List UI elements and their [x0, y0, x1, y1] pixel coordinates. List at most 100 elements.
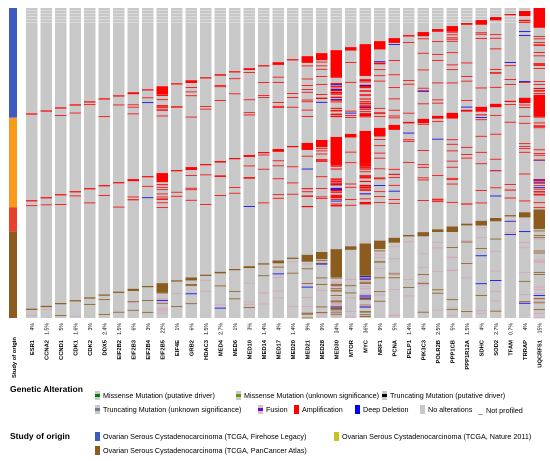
sample-separator	[84, 10, 96, 11]
track-med21	[301, 8, 313, 319]
gene-percentage-polr2b: 2.5%	[436, 323, 442, 335]
alteration-event	[316, 289, 328, 291]
alteration-event	[272, 107, 284, 108]
alteration-amplification	[374, 240, 386, 250]
alteration-event	[156, 207, 168, 209]
alteration-event	[330, 297, 342, 299]
sample-separator	[258, 13, 270, 14]
sample-separator	[504, 22, 516, 23]
alteration-event	[519, 151, 531, 153]
alteration-event	[330, 313, 342, 315]
origin-firehose-segment	[9, 8, 17, 118]
alteration-event	[359, 79, 371, 81]
alteration-amplification	[388, 237, 400, 243]
gene-percentage-ccnd1: 5%	[59, 323, 65, 331]
alteration-amplification	[287, 257, 299, 259]
alteration-event	[490, 133, 502, 135]
alteration-event	[330, 205, 342, 207]
alteration-event	[287, 305, 299, 307]
gene-label-eif2b3: EIF2B3	[131, 339, 137, 359]
alteration-event	[26, 205, 38, 207]
gene-label-eif2b5: EIF2B5	[160, 339, 166, 359]
alteration-amplification	[243, 266, 255, 269]
alteration-event	[388, 190, 400, 192]
alteration-event	[490, 310, 502, 312]
alteration-event	[359, 306, 371, 308]
alteration-event	[388, 202, 400, 204]
legend-label: Deep Deletion	[363, 405, 409, 414]
alteration-event	[330, 178, 342, 180]
sample-separator	[301, 13, 313, 14]
alteration-event	[330, 184, 342, 186]
alteration-event	[345, 112, 357, 114]
alteration-event	[417, 123, 429, 125]
alteration-event	[519, 35, 531, 36]
alteration-event	[446, 183, 458, 185]
alteration-event	[229, 186, 241, 188]
alteration-event	[446, 309, 458, 311]
sample-separator	[171, 19, 183, 20]
alteration-amplification	[287, 145, 299, 148]
alteration-event	[301, 116, 313, 117]
alteration-event	[345, 316, 357, 318]
legend-swatch	[420, 405, 425, 414]
alteration-event	[229, 93, 241, 95]
track-polr2b	[432, 8, 444, 318]
alteration-event	[475, 237, 487, 239]
alteration-event	[504, 79, 516, 80]
gene-label-ppp1r12a: PPP1R12A	[465, 339, 471, 369]
alteration-event	[446, 150, 458, 152]
alteration-event	[388, 258, 400, 260]
alteration-amplification	[142, 89, 154, 91]
alteration-event	[504, 62, 516, 63]
alteration-event	[156, 193, 168, 195]
alteration-event	[185, 189, 197, 191]
alteration-event	[374, 178, 386, 180]
alteration-event	[127, 113, 139, 115]
alteration-event	[330, 311, 342, 313]
alteration-event	[374, 152, 386, 154]
alteration-event	[417, 282, 429, 284]
alteration-event	[403, 42, 415, 43]
alteration-event	[374, 75, 386, 77]
alteration-event	[185, 95, 197, 97]
sample-separator	[200, 10, 212, 11]
alteration-event	[84, 303, 96, 305]
alteration-event	[359, 193, 371, 195]
alteration-event	[403, 161, 415, 163]
alteration-event	[359, 87, 371, 89]
alteration-event	[504, 220, 516, 222]
alteration-event	[345, 297, 357, 299]
alteration-event	[359, 177, 371, 179]
alteration-event	[229, 298, 241, 300]
alteration-amplification	[156, 173, 168, 183]
alteration-amplification	[127, 288, 139, 291]
alteration-amplification	[127, 179, 139, 182]
alteration-event	[287, 97, 299, 98]
alteration-event	[301, 195, 313, 197]
track-trrap	[519, 8, 531, 318]
alteration-event	[475, 227, 487, 229]
alteration-event	[359, 202, 371, 204]
alteration-event	[533, 44, 545, 46]
alteration-amplification	[26, 200, 38, 202]
alteration-event	[330, 88, 342, 90]
sample-separator	[113, 10, 125, 11]
gene-tracks	[26, 8, 545, 319]
alteration-event	[316, 188, 328, 189]
alteration-event	[519, 242, 531, 243]
sample-separator	[461, 13, 473, 14]
alteration-event	[345, 292, 357, 294]
gene-percentage-hdac3: 1.5%	[204, 323, 210, 335]
alteration-event	[345, 285, 357, 287]
alteration-event	[55, 315, 67, 316]
sample-separator	[301, 16, 313, 17]
track-ccnd1	[55, 8, 67, 318]
sample-separator	[185, 10, 197, 11]
alteration-amplification	[490, 103, 502, 108]
alteration-event	[359, 280, 371, 282]
alteration-event	[243, 206, 255, 207]
alteration-event	[330, 188, 342, 190]
sample-separator	[55, 10, 67, 11]
alteration-event	[374, 107, 386, 109]
